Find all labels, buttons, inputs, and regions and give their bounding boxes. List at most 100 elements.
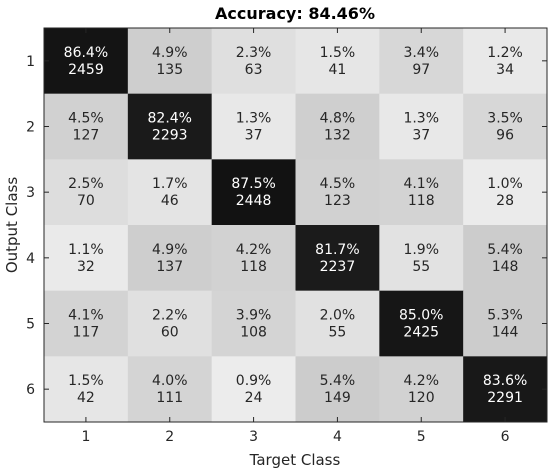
heatmap-cell	[127, 93, 213, 160]
cell-count-label: 37	[412, 128, 430, 144]
cell-count-label: 108	[240, 325, 267, 341]
cell-percent-label: 87.5%	[231, 176, 275, 192]
cell-percent-label: 0.9%	[236, 373, 272, 389]
cell-count-label: 123	[324, 193, 351, 209]
y-tick-label: 3	[26, 185, 35, 201]
cell-count-label: 149	[324, 390, 351, 406]
heatmap-cell	[379, 356, 464, 423]
cell-count-label: 55	[329, 325, 347, 341]
heatmap-cell	[211, 93, 296, 160]
cell-count-label: 2237	[320, 259, 356, 275]
cell-percent-label: 4.2%	[403, 373, 439, 389]
plot-frame	[43, 27, 548, 423]
cell-percent-label: 1.3%	[236, 111, 272, 127]
y-tick-label: 4	[26, 251, 35, 267]
heatmap-cell	[127, 290, 213, 357]
heatmap-cell	[127, 28, 213, 95]
heatmap-cell	[211, 290, 296, 357]
cell-count-label: 127	[73, 128, 100, 144]
cell-percent-label: 5.4%	[320, 373, 356, 389]
x-tick-label: 2	[165, 429, 174, 445]
cell-percent-label: 3.9%	[236, 308, 272, 324]
cell-count-label: 118	[408, 193, 435, 209]
cell-percent-label: 4.1%	[403, 176, 439, 192]
cell-percent-label: 2.2%	[152, 308, 188, 324]
heatmap-cell	[295, 159, 380, 226]
heatmap-cell	[463, 159, 548, 226]
heatmap-cell	[463, 225, 548, 292]
cell-count-label: 55	[412, 259, 430, 275]
cell-count-label: 111	[156, 390, 183, 406]
x-tick-label: 1	[81, 429, 90, 445]
cell-percent-label: 2.5%	[68, 176, 104, 192]
heatmap-cell	[379, 225, 464, 292]
cell-count-label: 32	[77, 259, 95, 275]
cell-count-label: 34	[496, 62, 514, 78]
heatmap-cell	[379, 159, 464, 226]
y-tick-label: 2	[26, 120, 35, 136]
cell-count-label: 97	[412, 62, 430, 78]
heatmap-cell	[44, 290, 129, 357]
cell-percent-label: 83.6%	[483, 373, 527, 389]
cell-percent-label: 4.0%	[152, 373, 188, 389]
x-tick-label: 6	[501, 429, 510, 445]
cell-percent-label: 4.9%	[152, 242, 188, 258]
cell-count-label: 2448	[236, 193, 272, 209]
heatmap-cell	[379, 93, 464, 160]
heatmap-cell	[295, 225, 380, 292]
cell-percent-label: 82.4%	[148, 111, 192, 127]
cell-count-label: 41	[329, 62, 347, 78]
y-tick-label: 5	[26, 317, 35, 333]
heatmap-cell	[463, 93, 548, 160]
cell-percent-label: 1.1%	[68, 242, 104, 258]
cell-count-label: 46	[161, 193, 179, 209]
heatmap-cell	[295, 356, 380, 423]
cell-percent-label: 2.0%	[320, 308, 356, 324]
cell-count-label: 148	[492, 259, 519, 275]
cell-percent-label: 86.4%	[64, 45, 108, 61]
cell-count-label: 132	[324, 128, 351, 144]
cell-percent-label: 1.5%	[68, 373, 104, 389]
cell-count-label: 60	[161, 325, 179, 341]
cell-percent-label: 3.4%	[403, 45, 439, 61]
heatmap-cell	[295, 28, 380, 95]
cell-count-label: 37	[245, 128, 263, 144]
cell-count-label: 2425	[403, 325, 439, 341]
cell-percent-label: 4.2%	[236, 242, 272, 258]
heatmap-cell	[127, 225, 213, 292]
chart-title: Accuracy: 84.46%	[215, 4, 375, 23]
heatmap-cell	[295, 290, 380, 357]
y-axis-label: Output Class	[3, 177, 21, 274]
heatmap-cell	[44, 159, 129, 226]
cell-percent-label: 4.9%	[152, 45, 188, 61]
cell-count-label: 24	[245, 390, 263, 406]
cell-count-label: 2293	[152, 128, 188, 144]
heatmap-cell	[379, 28, 464, 95]
heatmap-cell	[463, 28, 548, 95]
cell-count-label: 28	[496, 193, 514, 209]
cell-percent-label: 3.5%	[487, 111, 523, 127]
cell-percent-label: 1.5%	[320, 45, 356, 61]
x-tick-label: 5	[417, 429, 426, 445]
cell-count-label: 2291	[487, 390, 523, 406]
cell-count-label: 42	[77, 390, 95, 406]
y-tick-label: 1	[26, 54, 35, 70]
cell-count-label: 135	[156, 62, 183, 78]
cell-percent-label: 1.7%	[152, 176, 188, 192]
cell-percent-label: 1.9%	[403, 242, 439, 258]
cell-count-label: 118	[240, 259, 267, 275]
heatmap-cell	[127, 159, 213, 226]
y-tick-label: 6	[26, 382, 35, 398]
heatmap-cell	[211, 225, 296, 292]
cell-percent-label: 81.7%	[315, 242, 359, 258]
cell-percent-label: 1.3%	[403, 111, 439, 127]
cell-percent-label: 5.4%	[487, 242, 523, 258]
cell-count-label: 63	[245, 62, 263, 78]
cell-percent-label: 4.8%	[320, 111, 356, 127]
cell-count-label: 70	[77, 193, 95, 209]
heatmap-cell	[295, 93, 380, 160]
cell-percent-label: 5.3%	[487, 308, 523, 324]
cell-percent-label: 4.5%	[320, 176, 356, 192]
x-tick-label: 3	[249, 429, 258, 445]
